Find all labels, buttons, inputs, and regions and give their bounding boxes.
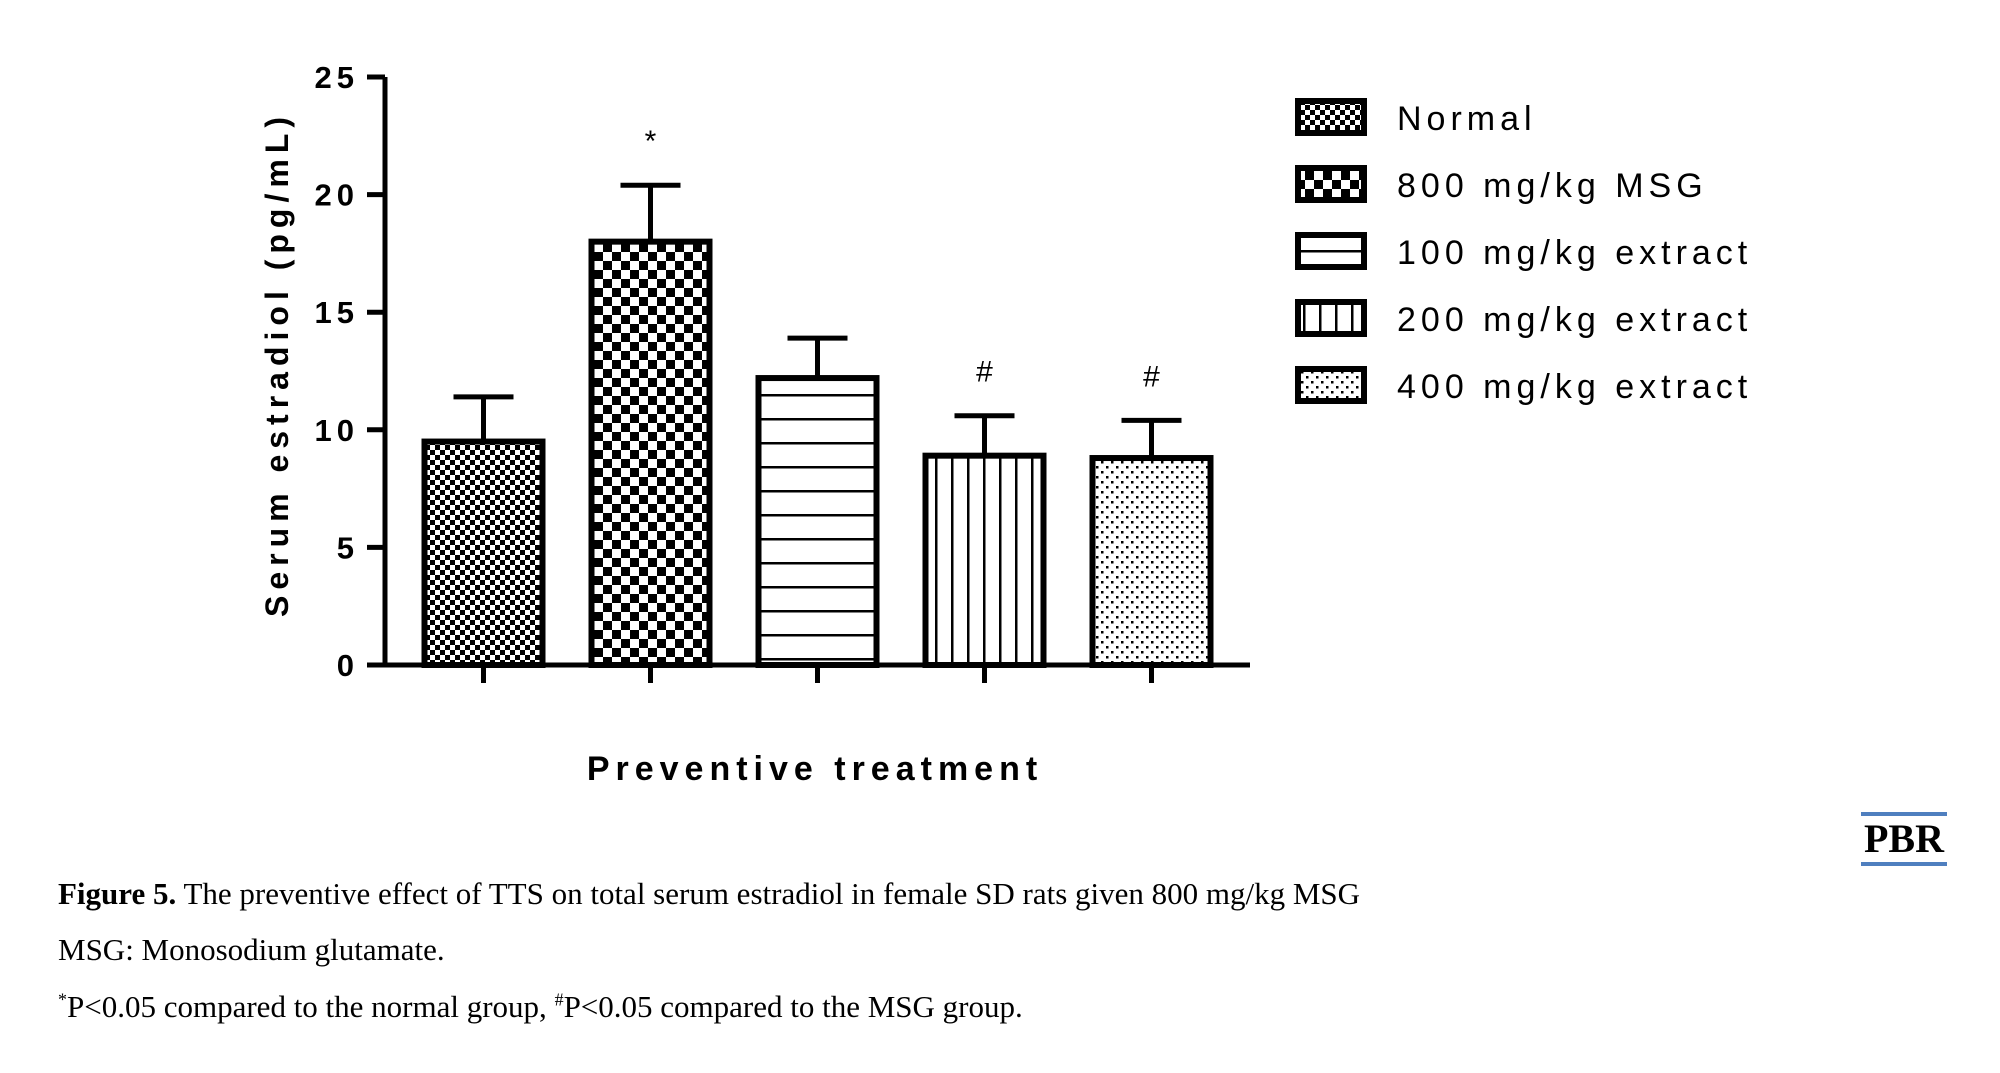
y-tick-label: 25 bbox=[315, 60, 359, 95]
x-axis-label: Preventive treatment bbox=[587, 750, 1043, 788]
figure-caption: Figure 5. The preventive effect of TTS o… bbox=[58, 876, 1360, 912]
y-tick-label: 0 bbox=[337, 648, 359, 683]
logo-bottom-rule bbox=[1861, 862, 1947, 866]
legend-swatch bbox=[1295, 165, 1367, 203]
hash-note: P<0.05 compared to the MSG group. bbox=[563, 989, 1023, 1024]
star-note: P<0.05 compared to the normal group, bbox=[67, 989, 555, 1024]
significance-note: *P<0.05 compared to the normal group, #P… bbox=[58, 989, 1023, 1025]
bar-chart: 0 5 10 15 20 25 * # # Serum estradiol (pg/mL) P… bbox=[259, 60, 1752, 788]
bar bbox=[922, 452, 1047, 668]
significance-mark: * bbox=[645, 125, 657, 158]
star-mark: * bbox=[58, 989, 67, 1010]
logo-text: PBR bbox=[1864, 816, 1944, 861]
y-tick-label: 15 bbox=[315, 295, 359, 330]
significance-mark: # bbox=[1143, 360, 1160, 393]
logo-top-rule bbox=[1861, 812, 1947, 816]
abbreviation-note: MSG: Monosodium glutamate. bbox=[58, 932, 445, 967]
figure-title: The preventive effect of TTS on total se… bbox=[183, 876, 1361, 911]
legend: Normal 800 mg/kg MSG 100 mg/kg extract 200 … bbox=[1295, 98, 1752, 406]
legend-swatch bbox=[1295, 299, 1367, 337]
figure-label: Figure 5. bbox=[58, 876, 177, 911]
bar bbox=[755, 375, 880, 668]
bar bbox=[1089, 455, 1214, 668]
significance-mark: # bbox=[976, 356, 993, 389]
legend-swatch bbox=[1295, 232, 1367, 270]
legend-label: 400 mg/kg extract bbox=[1397, 368, 1752, 406]
y-axis: 0 5 10 15 20 25 bbox=[315, 60, 388, 683]
legend-swatch bbox=[1295, 366, 1367, 404]
journal-logo: PBR bbox=[1861, 812, 1947, 866]
y-axis-label: Serum estradiol (pg/mL) bbox=[259, 111, 295, 617]
y-tick-label: 5 bbox=[337, 530, 359, 565]
bar bbox=[588, 238, 713, 668]
bar bbox=[421, 438, 546, 668]
y-tick-label: 20 bbox=[315, 178, 359, 213]
legend-label: 100 mg/kg extract bbox=[1397, 234, 1752, 272]
legend-label: 800 mg/kg MSG bbox=[1397, 167, 1708, 205]
hash-mark: # bbox=[554, 989, 564, 1010]
legend-swatch bbox=[1295, 98, 1367, 136]
bars: * # # bbox=[421, 125, 1214, 683]
legend-label: Normal bbox=[1397, 100, 1537, 138]
y-tick-label: 10 bbox=[315, 413, 359, 448]
legend-label: 200 mg/kg extract bbox=[1397, 301, 1752, 339]
